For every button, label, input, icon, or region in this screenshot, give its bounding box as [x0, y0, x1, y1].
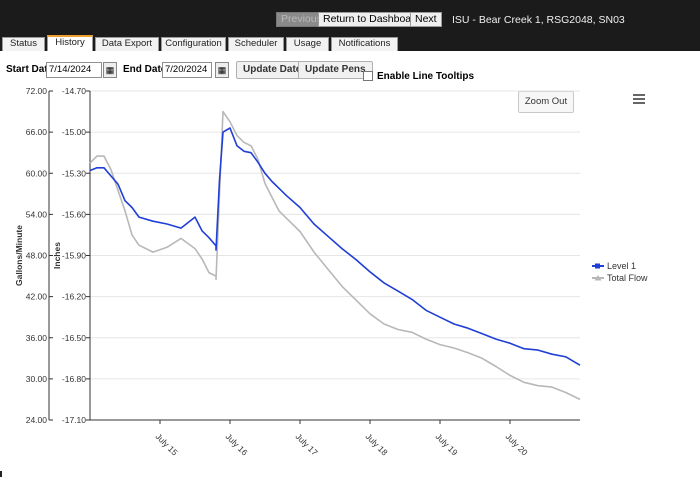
device-title: ISU - Bear Creek 1, RSG2048, SN03	[452, 14, 625, 26]
tab-configuration[interactable]: Configuration	[161, 37, 226, 51]
zoom-out-button[interactable]: Zoom Out	[518, 91, 574, 113]
line-tooltips-checkbox[interactable]	[363, 71, 373, 81]
end-date-input[interactable]: 7/20/2024	[162, 62, 212, 78]
tab-scheduler[interactable]: Scheduler	[228, 37, 284, 51]
top-bar: Previous Return to Dashboard Next ISU - …	[0, 0, 700, 33]
calendar-icon[interactable]: ▦	[215, 62, 229, 78]
history-panel: Start Date: 7/14/2024 ▦ End Date: 7/20/2…	[0, 51, 700, 471]
return-to-dashboard-button[interactable]: Return to Dashboard	[318, 12, 426, 27]
tab-bar: Status History Data Export Configuration…	[0, 33, 700, 51]
end-date-label: End Date:	[123, 64, 170, 75]
tab-data-export[interactable]: Data Export	[95, 37, 159, 51]
calendar-icon[interactable]: ▦	[103, 62, 117, 78]
start-date-label: Start Date:	[6, 64, 57, 75]
tab-usage[interactable]: Usage	[286, 37, 329, 51]
start-date-input[interactable]: 7/14/2024	[46, 62, 102, 78]
tab-history[interactable]: History	[47, 35, 93, 51]
tab-notifications[interactable]: Notifications	[331, 37, 398, 51]
tab-status[interactable]: Status	[2, 37, 45, 51]
line-tooltips-label: Enable Line Tooltips	[377, 71, 475, 82]
update-pens-button[interactable]: Update Pens	[298, 61, 373, 79]
previous-button[interactable]: Previous	[276, 12, 327, 27]
next-button[interactable]: Next	[410, 12, 442, 27]
hamburger-menu-icon[interactable]	[633, 94, 645, 106]
